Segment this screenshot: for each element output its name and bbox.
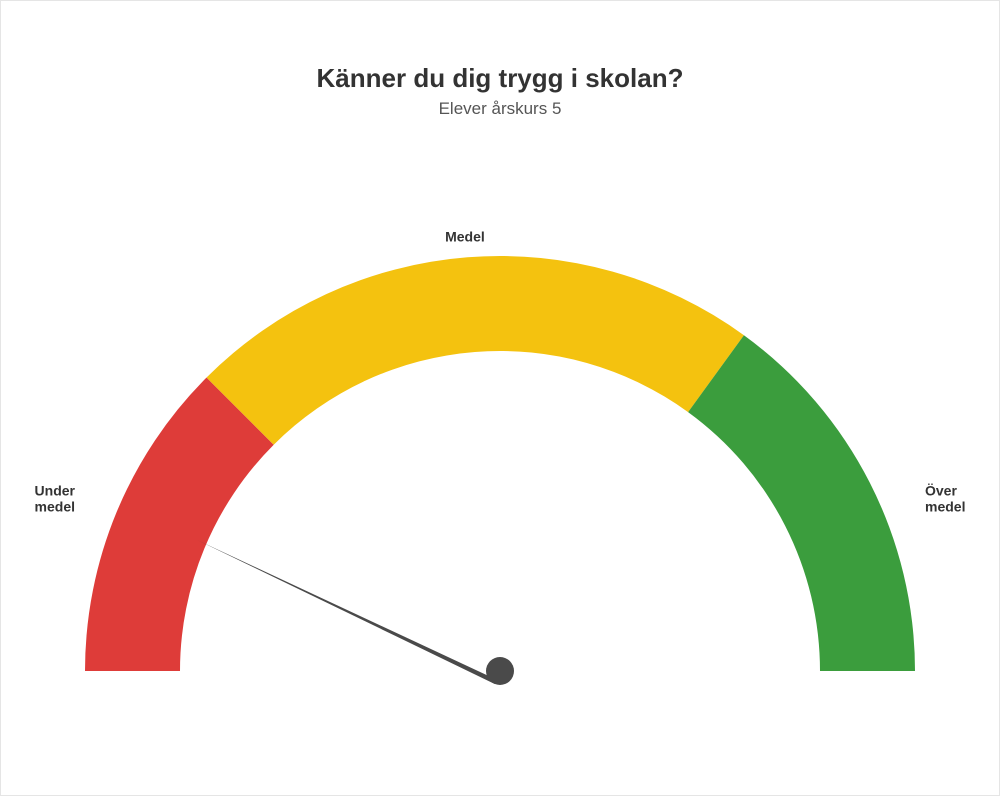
gauge-segment-2: [688, 335, 915, 671]
gauge-container: Undermedel Medel Övermedel: [1, 151, 999, 711]
gauge-needle-hub: [486, 657, 514, 685]
gauge-segment-1: [207, 256, 744, 445]
chart-frame: Känner du dig trygg i skolan? Elever års…: [0, 0, 1000, 796]
gauge-segment-0: [85, 378, 274, 671]
gauge-needle: [197, 540, 505, 684]
gauge-segment-label-2: Övermedel: [925, 483, 965, 515]
gauge-segment-label-0: Undermedel: [35, 483, 76, 515]
chart-subtitle: Elever årskurs 5: [1, 99, 999, 119]
chart-title: Känner du dig trygg i skolan?: [1, 63, 999, 94]
gauge-chart: Undermedel Medel Övermedel: [20, 151, 980, 711]
gauge-segment-label-1: Medel: [445, 228, 485, 244]
